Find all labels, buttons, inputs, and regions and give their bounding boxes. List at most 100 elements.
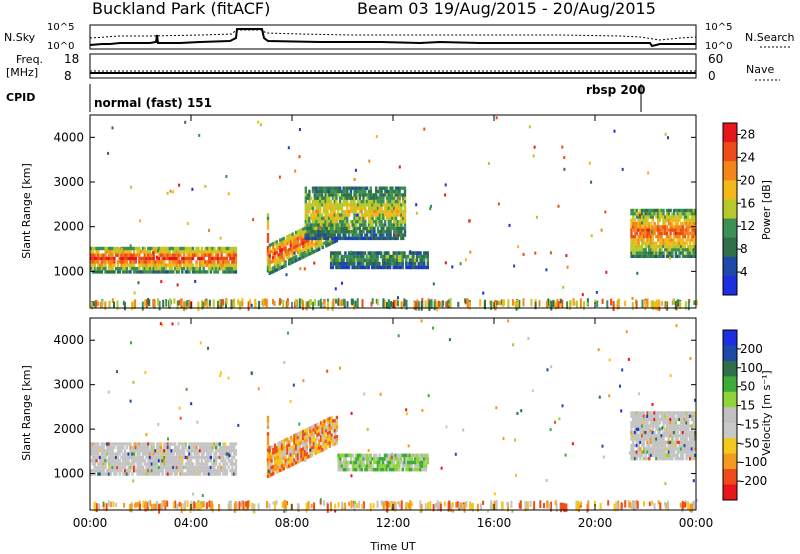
echo-cell bbox=[641, 437, 644, 441]
echo-cell bbox=[424, 460, 428, 465]
echo-cell bbox=[225, 253, 229, 257]
echo-cell bbox=[337, 216, 340, 220]
echo-cell bbox=[168, 469, 171, 473]
echo-cell bbox=[385, 233, 389, 237]
echo-cell bbox=[501, 300, 504, 307]
echo-cell bbox=[676, 221, 679, 226]
echo-cell bbox=[630, 414, 633, 418]
echo-cell bbox=[132, 256, 136, 261]
echo-cell bbox=[131, 449, 134, 453]
echo-cell bbox=[177, 442, 180, 446]
echo-cell bbox=[136, 452, 139, 456]
echo-cell bbox=[681, 453, 685, 457]
echo-cell bbox=[296, 240, 300, 244]
echo-cell bbox=[391, 189, 394, 194]
echo-cell bbox=[306, 206, 309, 210]
echo-cell bbox=[346, 467, 349, 472]
echo-cell bbox=[157, 455, 161, 460]
echo-cell bbox=[320, 223, 324, 227]
echo-cell bbox=[300, 430, 303, 435]
echo-cell bbox=[131, 465, 134, 470]
echo-cell bbox=[394, 453, 397, 458]
echo-cell bbox=[360, 460, 363, 465]
echo-cell bbox=[104, 246, 107, 251]
echo-cell bbox=[225, 449, 229, 453]
echo-cell bbox=[273, 248, 277, 252]
echo-cell bbox=[389, 262, 392, 266]
echo-cell bbox=[385, 199, 389, 204]
echo-cell bbox=[635, 417, 639, 422]
echo-cell bbox=[291, 455, 294, 460]
echo-cell bbox=[685, 238, 688, 242]
echo-cell bbox=[98, 256, 102, 261]
echo-cell bbox=[311, 199, 315, 204]
echo-cell bbox=[415, 457, 419, 461]
echo-cell bbox=[197, 270, 200, 274]
echo-cell bbox=[311, 189, 315, 194]
echo-cell bbox=[669, 231, 672, 236]
echo-cell bbox=[402, 216, 405, 220]
echo-cell bbox=[335, 422, 339, 426]
echo-cell bbox=[132, 452, 136, 456]
echo-cell bbox=[159, 455, 163, 460]
echo-cell bbox=[685, 251, 688, 255]
echo-cell bbox=[200, 253, 204, 257]
echo-cell bbox=[352, 298, 355, 304]
echo-cell bbox=[550, 501, 552, 512]
echo-cell bbox=[672, 417, 676, 422]
echo-cell bbox=[396, 254, 399, 259]
echo-cell bbox=[325, 244, 328, 248]
echo-cell bbox=[472, 503, 474, 510]
echo-cell bbox=[421, 464, 424, 468]
echo-cell bbox=[204, 184, 207, 188]
echo-cell bbox=[165, 270, 168, 274]
echo-cell bbox=[351, 186, 354, 190]
echo-cell bbox=[123, 250, 127, 254]
echo-cell bbox=[111, 445, 114, 450]
echo-cell bbox=[646, 440, 649, 444]
echo-cell bbox=[556, 299, 559, 309]
echo-cell bbox=[633, 231, 637, 236]
echo-cell bbox=[333, 435, 337, 439]
echo-cell bbox=[234, 270, 238, 274]
echo-cell bbox=[316, 433, 319, 437]
echo-cell bbox=[644, 241, 647, 245]
echo-cell bbox=[662, 241, 665, 245]
echo-cell bbox=[280, 457, 284, 461]
echo-cell bbox=[410, 258, 413, 262]
echo-cell bbox=[690, 228, 694, 232]
echo-cell bbox=[590, 180, 593, 184]
power-colorbar-tick-label: 4 bbox=[740, 265, 748, 279]
echo-cell bbox=[660, 254, 663, 258]
echo-cell bbox=[322, 189, 326, 194]
echo-cell bbox=[658, 457, 662, 461]
echo-cell bbox=[674, 434, 678, 438]
echo-cell bbox=[209, 445, 213, 450]
echo-cell bbox=[286, 249, 289, 253]
echo-cell bbox=[207, 459, 211, 463]
echo-cell bbox=[193, 449, 196, 453]
echo-cell bbox=[298, 455, 301, 460]
echo-cell bbox=[305, 246, 308, 250]
echo-cell bbox=[332, 439, 335, 443]
echo-cell bbox=[393, 213, 396, 217]
echo-cell bbox=[373, 226, 376, 231]
echo-cell bbox=[319, 438, 323, 442]
echo-cell bbox=[335, 419, 339, 423]
echo-cell bbox=[459, 502, 462, 510]
echo-cell bbox=[302, 237, 305, 242]
echo-cell bbox=[367, 262, 370, 266]
echo-cell bbox=[282, 240, 286, 244]
echo-cell bbox=[360, 236, 363, 241]
echo-cell bbox=[671, 453, 674, 457]
echo-cell bbox=[175, 445, 179, 450]
echo-cell bbox=[358, 220, 362, 224]
echo-cell bbox=[202, 445, 205, 450]
echo-cell bbox=[646, 254, 649, 258]
echo-cell bbox=[660, 411, 663, 415]
echo-cell bbox=[329, 216, 333, 220]
echo-cell bbox=[109, 465, 112, 470]
echo-cell bbox=[318, 449, 321, 454]
echo-cell bbox=[223, 449, 227, 453]
echo-cell bbox=[328, 196, 331, 200]
